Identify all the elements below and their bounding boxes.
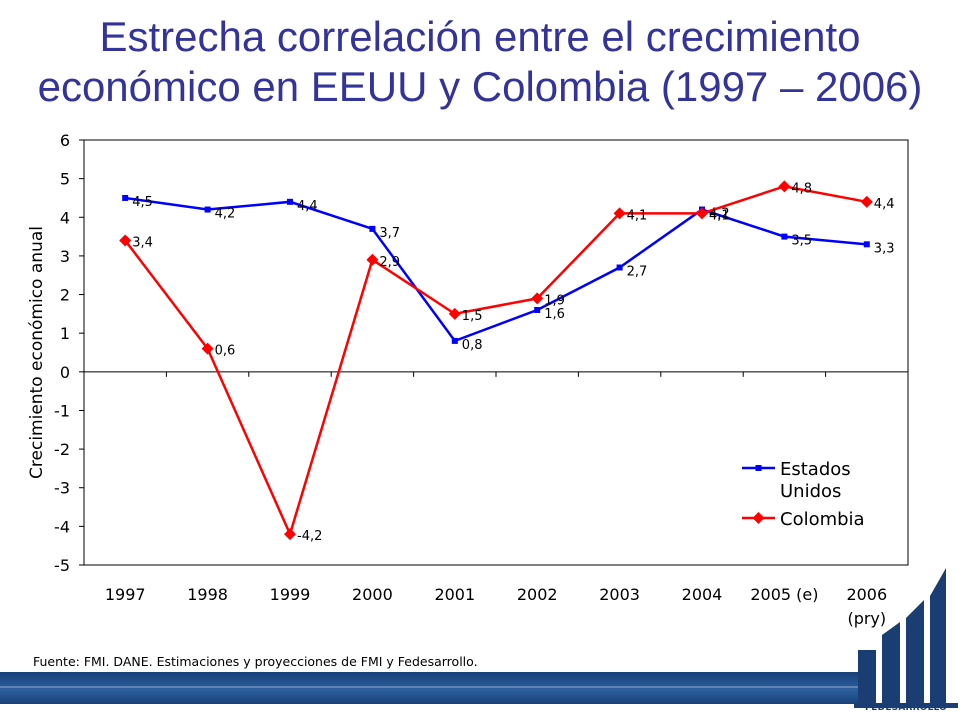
legend-label-line: Estados: [780, 459, 851, 480]
data-label: 1,9: [544, 293, 565, 308]
data-label: 3,7: [379, 226, 400, 241]
x-tick-label: 1999: [270, 585, 311, 604]
legend-marker: [755, 465, 762, 471]
data-point-marker: [287, 198, 293, 205]
data-label: 0,6: [215, 344, 236, 359]
x-tick-label: 1997: [105, 585, 146, 604]
data-point-marker: [122, 194, 129, 201]
data-point-marker: [284, 528, 296, 541]
y-axis-label: Crecimiento económico anual: [27, 226, 47, 479]
y-tick-label: 1: [60, 324, 70, 343]
data-point-marker: [696, 207, 708, 220]
x-tick-label: 2005 (e): [750, 585, 818, 604]
y-tick-label: -1: [54, 401, 70, 420]
chart-legend: Estados Unidos Colombia: [742, 459, 865, 530]
data-point-marker: [778, 180, 791, 193]
data-point-marker: [613, 207, 626, 220]
x-tick-sublabel: (pry): [847, 609, 886, 628]
y-tick-label: 2: [60, 286, 70, 305]
series-line-estados-unidos: [125, 196, 867, 343]
legend-label: Colombia: [780, 509, 865, 530]
chart-axes: 6 5 4 3 2 1 0 -1 -2 -3 -4 -5 1997 1998 1999 2000 2001 200…: [27, 131, 909, 628]
y-tick-label: -4: [54, 517, 70, 536]
data-label: 4,4: [297, 199, 318, 214]
data-point-marker: [366, 253, 379, 266]
y-tick-label: 6: [60, 131, 70, 150]
data-label: 4,4: [874, 197, 895, 212]
slide-title: Estrecha correlación entre el crecimient…: [0, 12, 960, 112]
y-tick-label: 5: [60, 170, 70, 189]
y-tick-label: -5: [54, 556, 70, 575]
legend-label-line: Unidos: [780, 481, 841, 502]
data-point-marker: [204, 206, 211, 213]
data-point-marker: [534, 307, 541, 313]
x-tick-label: 1998: [187, 585, 228, 604]
data-point-marker: [531, 292, 544, 305]
logo-text: FEDESARROLLO: [864, 703, 948, 713]
data-label: 4,5: [132, 195, 153, 210]
y-tick-label: 4: [60, 208, 70, 227]
data-label: 2,9: [379, 255, 400, 270]
line-chart: 6 5 4 3 2 1 0 -1 -2 -3 -4 -5 1997 1998 1999 2000 2001 200…: [27, 131, 909, 628]
source-note: Fuente: FMI. DANE. Estimaciones y proyec…: [33, 654, 478, 669]
title-line-2: económico en EEUU y Colombia (1997 – 200…: [37, 63, 923, 110]
chart-series: 4,54,24,43,70,81,62,74,23,53,33,40,6-4,2…: [119, 180, 894, 544]
data-point-marker: [451, 337, 458, 344]
title-line-1: Estrecha correlación entre el crecimient…: [99, 13, 861, 60]
plot-area: [83, 139, 909, 566]
data-point-marker: [201, 342, 214, 355]
data-label: 0,8: [462, 338, 483, 353]
footer-bar: [0, 672, 858, 704]
data-label: 3,4: [132, 235, 153, 250]
data-point-marker: [860, 195, 873, 208]
data-point-marker: [616, 264, 623, 271]
data-point-marker: [781, 233, 788, 240]
y-tick-label: -3: [54, 479, 70, 498]
y-tick-label: 0: [60, 363, 70, 382]
data-label: 3,3: [874, 241, 895, 256]
data-point-marker: [369, 225, 376, 232]
data-label: 2,7: [627, 265, 648, 280]
y-tick-label: -2: [54, 440, 70, 459]
x-tick-label: 2006: [846, 585, 887, 604]
data-label: 4,2: [215, 207, 236, 222]
fedesarrollo-logo-icon: [854, 568, 958, 708]
data-point-marker: [119, 234, 132, 247]
data-label: 4,1: [709, 208, 730, 223]
data-label: -4,2: [297, 529, 322, 544]
x-tick-label: 2002: [517, 585, 558, 604]
series-line-colombia: [124, 185, 868, 538]
legend-label: Estados Unidos: [780, 459, 851, 502]
y-tick-label: 3: [60, 247, 70, 266]
data-point-marker: [448, 307, 461, 320]
data-label: 4,8: [791, 181, 812, 196]
data-label: 1,5: [462, 309, 483, 324]
x-tick-label: 2000: [352, 585, 393, 604]
data-label: 1,6: [544, 307, 565, 322]
x-tick-label: 2004: [682, 585, 723, 604]
x-tick-label: 2003: [599, 585, 640, 604]
legend-marker: [752, 512, 765, 524]
data-label: 3,5: [791, 234, 812, 249]
data-point-marker: [863, 241, 870, 248]
data-label: 4,1: [627, 208, 648, 223]
x-tick-label: 2001: [434, 585, 475, 604]
